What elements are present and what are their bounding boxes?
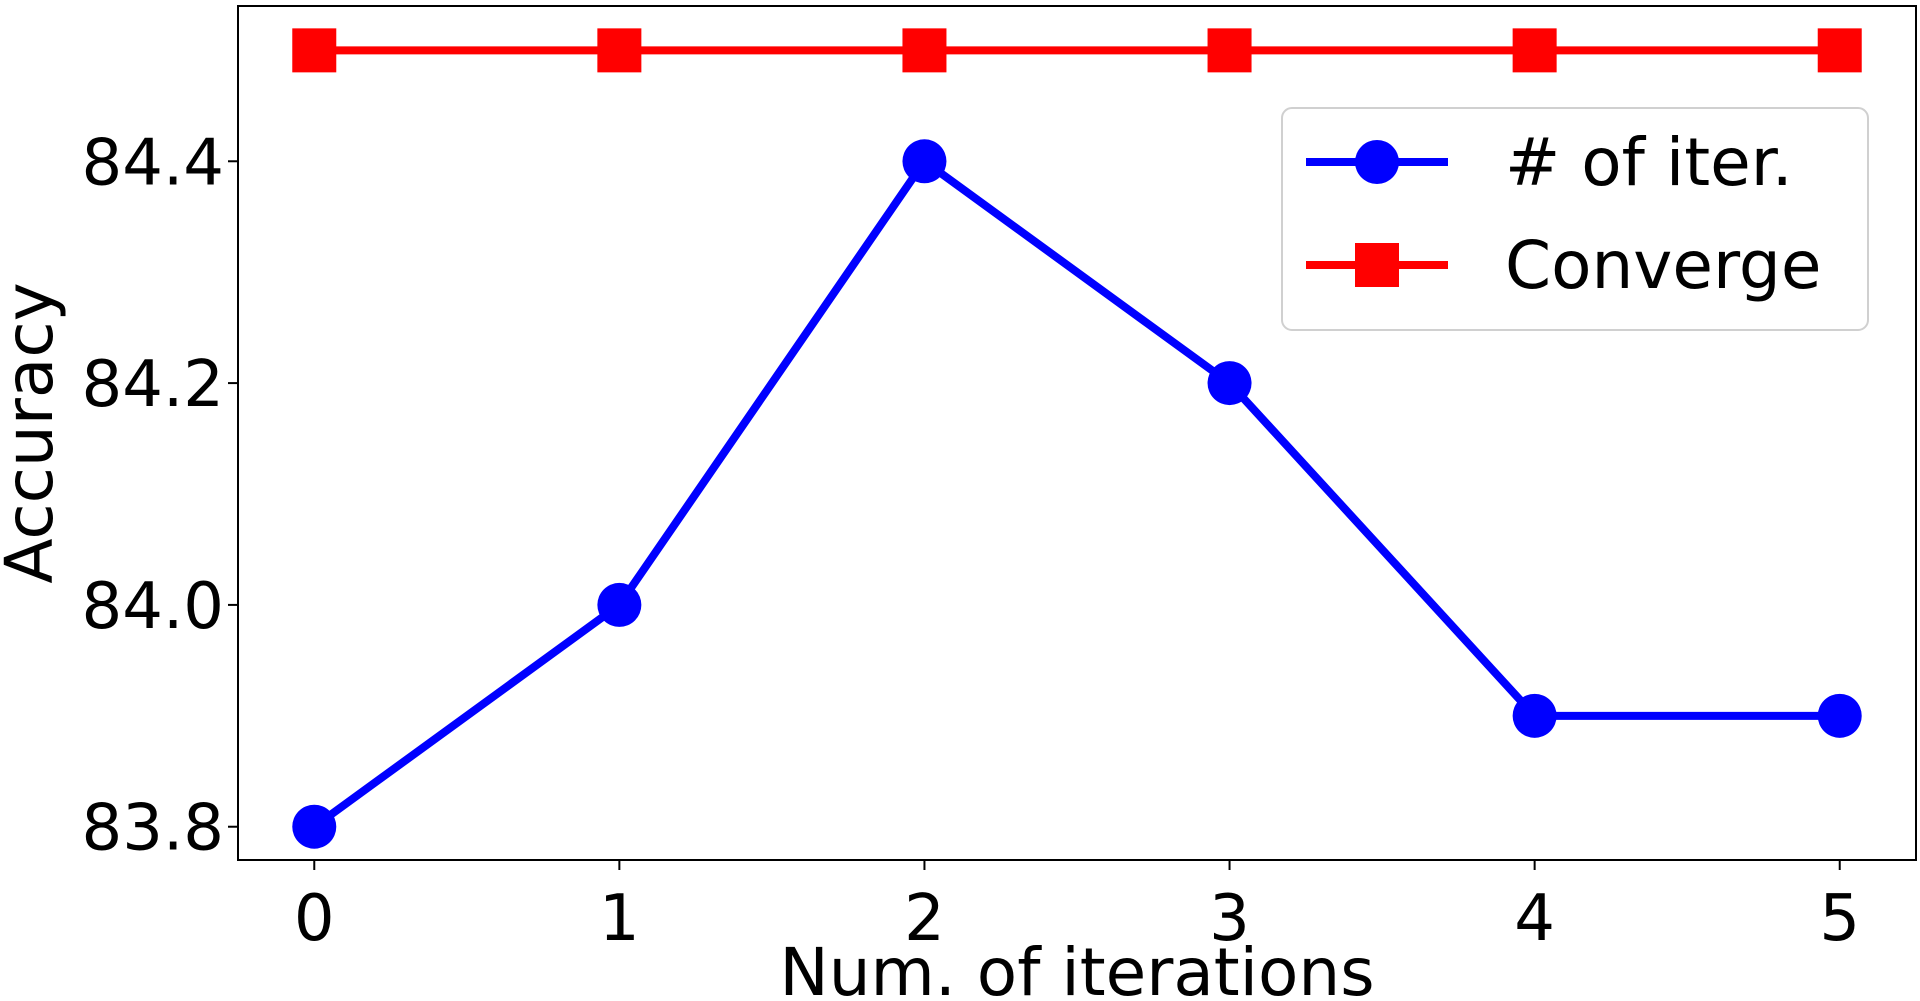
y-tick-label: 84.4: [82, 126, 225, 200]
x-tick-label: 2: [904, 882, 945, 956]
data-point-converge: [1207, 28, 1252, 73]
legend-marker-converge: [1355, 243, 1399, 287]
series-layer: [292, 28, 1862, 849]
data-point-converge: [597, 28, 642, 73]
data-point-converge: [902, 28, 947, 73]
data-point-converge: [1512, 28, 1557, 73]
data-point-converge: [1817, 28, 1862, 73]
y-tick-label: 84.0: [82, 570, 225, 644]
data-point-iterations: [597, 582, 642, 627]
x-tick-label: 0: [294, 882, 335, 956]
data-point-iterations: [1512, 693, 1557, 738]
y-axis-title: Accuracy: [0, 282, 68, 583]
y-tick-label: 83.8: [82, 792, 225, 866]
data-point-converge: [292, 28, 337, 73]
series-line-iterations: [311, 157, 1840, 830]
x-tick-label: 5: [1819, 882, 1860, 956]
x-tick-label: 3: [1209, 882, 1250, 956]
plot-frame: [237, 5, 1917, 861]
x-axis-title: Num. of iterations: [779, 934, 1374, 1001]
y-tick-label: 84.2: [82, 348, 225, 422]
data-point-iterations: [902, 139, 947, 184]
data-point-iterations: [292, 804, 337, 849]
legend-marker-iter: [1355, 140, 1399, 184]
legend-label-iter: # of iter.: [1505, 124, 1793, 201]
legend-label-converge: Converge: [1505, 227, 1821, 304]
data-point-iterations: [1817, 693, 1862, 738]
legend: # of iter. Converge: [1281, 107, 1869, 331]
x-tick-label: 4: [1514, 882, 1555, 956]
ticks-layer: 0 1 2 3 4 5 83.8 84.0 84.2 84.4: [82, 126, 1861, 956]
x-tick-label: 1: [599, 882, 640, 956]
data-point-iterations: [1207, 361, 1252, 406]
